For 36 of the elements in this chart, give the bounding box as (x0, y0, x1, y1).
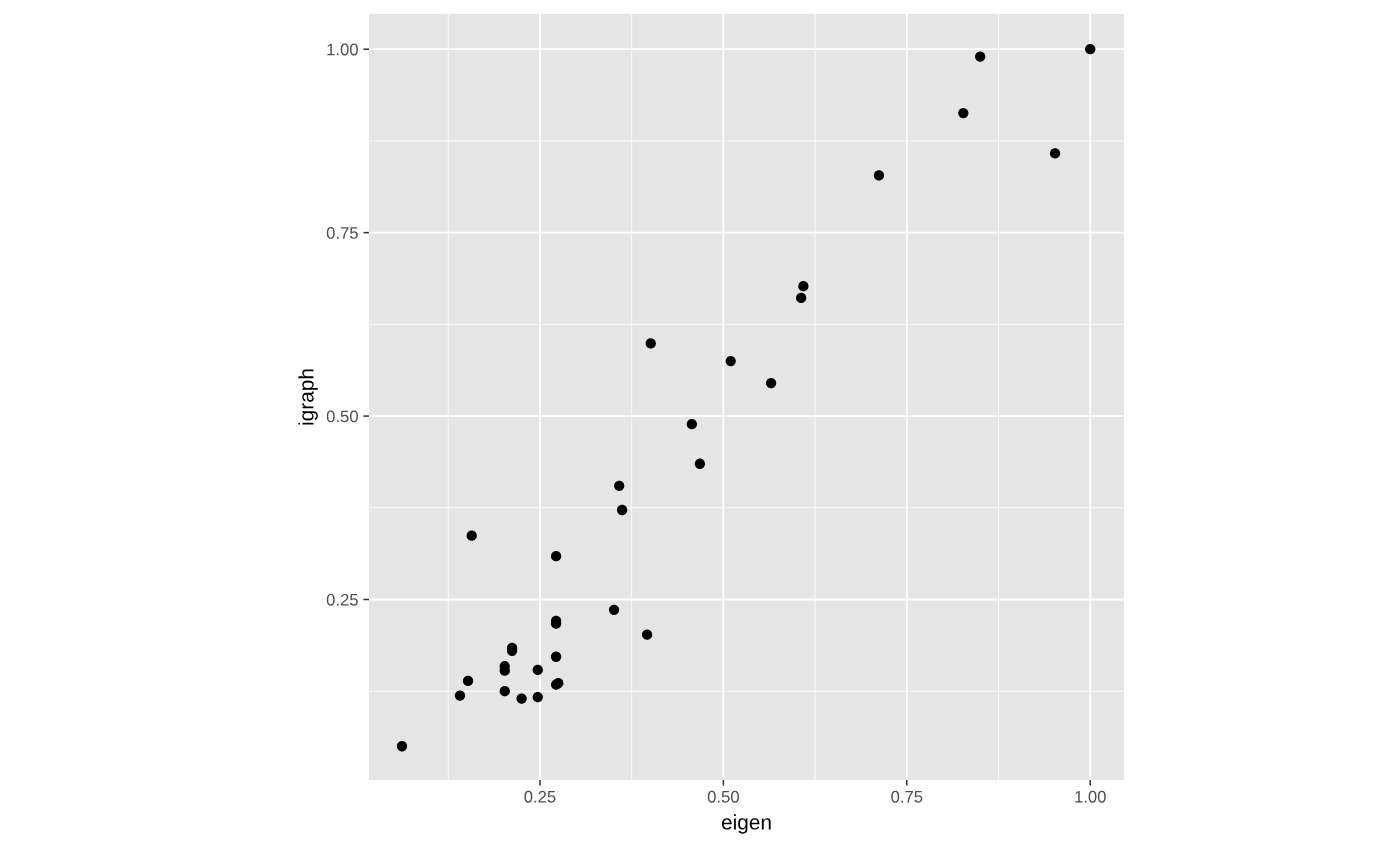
point (466, 530, 477, 541)
x-tick-label: 0.25 (524, 790, 556, 803)
point (616, 504, 628, 516)
point (614, 480, 625, 491)
point (532, 664, 543, 676)
y-tick-label: 0.25 (326, 593, 358, 606)
point (1085, 44, 1096, 55)
point (462, 675, 474, 687)
point (1049, 148, 1061, 159)
point (958, 107, 969, 119)
point (608, 604, 620, 615)
point (550, 551, 562, 562)
point (641, 629, 653, 640)
point (396, 741, 408, 752)
x-tick-label: 0.50 (707, 790, 739, 803)
point (686, 419, 697, 430)
y-tick-label: 0.75 (326, 227, 358, 239)
y-tick-label: 0.50 (326, 410, 358, 423)
point (532, 691, 543, 703)
point (975, 51, 986, 62)
point (765, 377, 777, 389)
x-tick-label: 0.75 (891, 790, 923, 803)
point (499, 686, 510, 697)
point (725, 355, 736, 367)
point (694, 458, 706, 469)
point (550, 651, 562, 662)
point (798, 281, 809, 292)
point (516, 693, 527, 704)
y-axis-title: igraph (298, 369, 318, 425)
point (645, 338, 656, 349)
x-tick-label: 1.00 (1075, 790, 1106, 803)
x-axis-title: eigen (721, 814, 771, 834)
point (454, 690, 466, 701)
point (796, 292, 807, 304)
point (873, 170, 885, 181)
y-tick-label: 1.00 (327, 43, 358, 56)
